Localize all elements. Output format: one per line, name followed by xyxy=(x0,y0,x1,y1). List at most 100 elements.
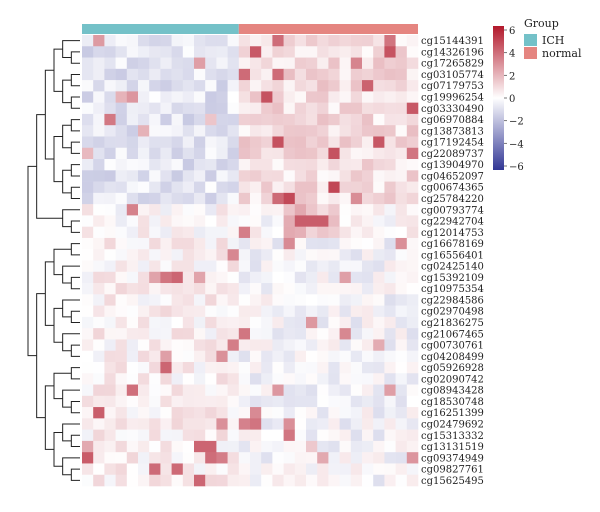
heatmap-cell xyxy=(384,113,396,126)
heatmap-cell xyxy=(160,271,172,284)
dendrogram-branch xyxy=(70,96,80,109)
heatmap-cell xyxy=(261,57,273,70)
heatmap-cell xyxy=(272,271,284,284)
heatmap-cell xyxy=(216,418,228,430)
heatmap-cell xyxy=(227,328,240,340)
heatmap-cell xyxy=(227,316,240,329)
heatmap-cell xyxy=(272,440,284,453)
heatmap-cell xyxy=(406,418,419,430)
heatmap-cell xyxy=(261,80,273,92)
heatmap-cell xyxy=(272,384,284,397)
heatmap-cell xyxy=(317,283,329,295)
dendrogram-branch xyxy=(70,400,80,414)
heatmap-cell xyxy=(149,125,161,137)
heatmap-cell xyxy=(126,181,139,194)
heatmap-cell xyxy=(373,35,385,47)
heatmap-cell xyxy=(272,237,284,250)
heatmap-cell xyxy=(216,226,228,239)
heatmap-cell xyxy=(373,170,385,182)
heatmap-cell xyxy=(317,102,329,115)
heatmap-cell xyxy=(350,316,363,329)
heatmap-cell xyxy=(149,57,161,70)
heatmap-cell xyxy=(182,294,195,306)
heatmap-cell xyxy=(205,113,217,126)
heatmap-cell xyxy=(384,407,396,419)
heatmap-cell xyxy=(194,181,206,194)
heatmap-cell xyxy=(373,452,385,464)
heatmap-cell xyxy=(261,350,273,363)
heatmap-cell xyxy=(205,68,217,81)
heatmap-cell xyxy=(93,192,105,205)
heatmap-cell xyxy=(272,395,284,408)
row-label: cg22089737 xyxy=(421,149,484,160)
heatmap-cell xyxy=(272,204,284,216)
heatmap-cell xyxy=(384,384,396,397)
heatmap-cell xyxy=(126,260,139,273)
heatmap-cell xyxy=(138,328,150,340)
heatmap-cell xyxy=(261,46,273,58)
heatmap-cell xyxy=(317,260,329,273)
heatmap-cell xyxy=(272,80,284,92)
heatmap-cell xyxy=(294,159,307,171)
heatmap-cell xyxy=(93,226,105,239)
heatmap-cell xyxy=(182,474,195,487)
heatmap-cell xyxy=(406,46,419,58)
heatmap-cell xyxy=(171,260,184,273)
heatmap-cell xyxy=(227,373,240,385)
row-label: cg02425140 xyxy=(421,262,484,273)
heatmap-cell xyxy=(238,452,251,464)
heatmap-cell xyxy=(138,294,150,306)
heatmap-cell xyxy=(115,395,128,408)
heatmap-cell xyxy=(406,181,419,194)
heatmap-cell xyxy=(250,440,262,453)
heatmap-cell xyxy=(104,204,116,216)
heatmap-cell xyxy=(115,102,128,115)
heatmap-cell xyxy=(182,215,195,227)
dendrogram-branch xyxy=(53,372,72,400)
heatmap-cell xyxy=(238,215,251,227)
heatmap-cell xyxy=(395,46,408,58)
heatmap-cell xyxy=(138,57,150,70)
heatmap-cell xyxy=(373,181,385,194)
heatmap-cell xyxy=(306,463,318,476)
heatmap-cell xyxy=(395,328,408,340)
heatmap-cell xyxy=(171,463,184,476)
dendrogram-branch xyxy=(53,248,72,276)
heatmap-cell xyxy=(395,57,408,70)
heatmap-cell xyxy=(250,113,262,126)
heatmap-cell xyxy=(205,429,217,442)
heatmap-cell xyxy=(339,418,352,430)
heatmap-cell xyxy=(328,395,340,408)
heatmap-cell xyxy=(395,474,408,487)
heatmap-cell xyxy=(160,452,172,464)
heatmap-cell xyxy=(160,57,172,70)
heatmap-cell xyxy=(250,350,262,363)
heatmap-cell xyxy=(171,204,184,216)
heatmap-cell xyxy=(182,249,195,261)
heatmap-cell xyxy=(339,125,352,137)
heatmap-cell xyxy=(194,384,206,397)
heatmap-cell xyxy=(384,125,396,137)
heatmap-cell xyxy=(384,57,396,70)
heatmap-cell xyxy=(406,384,419,397)
row-dendrogram xyxy=(27,40,80,481)
heatmap-cell xyxy=(395,452,408,464)
heatmap-cell xyxy=(350,305,363,318)
heatmap-cell xyxy=(294,80,307,92)
heatmap-cell xyxy=(294,316,307,329)
heatmap-cell xyxy=(205,395,217,408)
heatmap-cell xyxy=(395,395,408,408)
heatmap-cell xyxy=(171,46,184,58)
heatmap-cell xyxy=(317,328,329,340)
heatmap-cell xyxy=(82,102,94,115)
heatmap-cell xyxy=(182,226,195,239)
heatmap-cell xyxy=(350,204,363,216)
heatmap-cell xyxy=(395,215,408,227)
heatmap-cell xyxy=(261,452,273,464)
heatmap-cell xyxy=(406,294,419,306)
heatmap-cell xyxy=(93,407,105,419)
heatmap-cell xyxy=(138,384,150,397)
heatmap-cell xyxy=(339,440,352,453)
heatmap-cell xyxy=(272,125,284,137)
